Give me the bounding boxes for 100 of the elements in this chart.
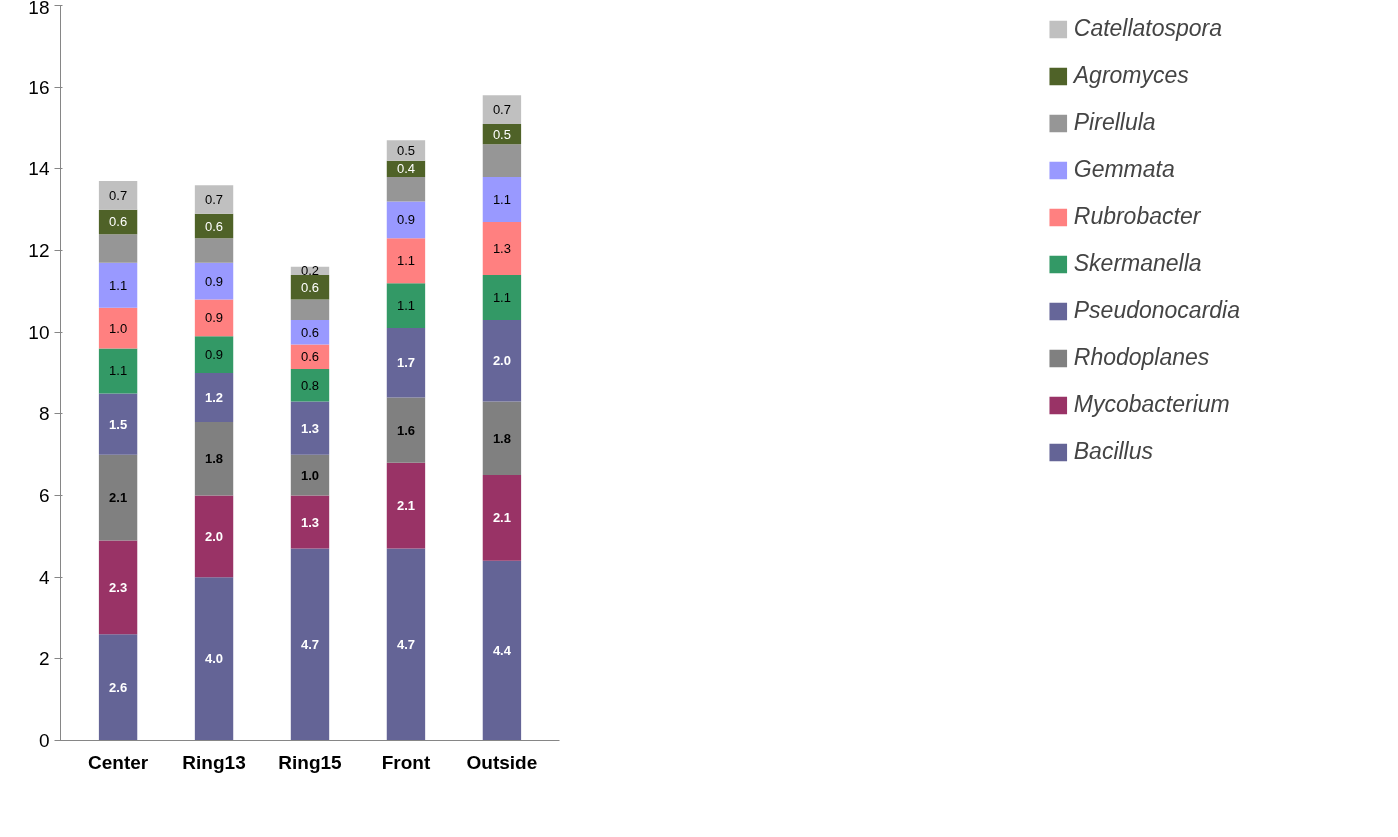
legend-label: Mycobacterium [1073, 391, 1230, 418]
data-label: 1.3 [300, 420, 320, 436]
data-label: 2.0 [205, 528, 224, 544]
data-label: 0.6 [300, 279, 320, 295]
data-label: 1.1 [492, 191, 511, 207]
x-tick-label: Outside [466, 751, 538, 773]
bar [194, 422, 234, 496]
bar [194, 336, 234, 373]
x-tick-label: Center [87, 751, 149, 773]
data-label: 1.1 [109, 277, 128, 293]
data-label: 4.0 [205, 651, 224, 667]
y-tick-label: 6 [38, 485, 50, 506]
data-label: 4.7 [300, 637, 320, 653]
bar [482, 144, 522, 177]
data-label: 2.1 [396, 498, 415, 514]
data-label: 0.9 [205, 347, 224, 363]
bar [194, 373, 234, 422]
y-tick-label: 14 [28, 158, 50, 180]
legend-label: Rhodoplanes [1073, 344, 1210, 371]
data-label: 0.9 [205, 273, 224, 289]
data-label: 2.1 [492, 510, 511, 526]
data-label: 2.0 [492, 353, 511, 369]
bar [482, 401, 522, 476]
bar [482, 221, 522, 275]
legend-label: Pseudonocardia [1073, 297, 1240, 324]
data-label: 2.3 [109, 579, 128, 595]
bar [290, 454, 330, 496]
legend-label: Skermanella [1073, 250, 1202, 277]
data-label: 1.7 [396, 355, 415, 371]
bar [482, 475, 522, 561]
data-label: 1.1 [396, 298, 415, 314]
bar [194, 238, 234, 263]
data-label: 0.5 [492, 126, 511, 142]
data-label: 1.3 [300, 514, 320, 530]
bar [98, 262, 138, 308]
data-label: 1.0 [300, 467, 320, 483]
y-tick-label: 2 [38, 648, 50, 670]
bar [386, 328, 426, 398]
data-label: 0.8 [300, 377, 320, 393]
legend-label: Catellatospora [1073, 15, 1223, 42]
bar [482, 319, 522, 402]
data-label: 0.7 [205, 191, 224, 207]
bar [98, 181, 138, 210]
y-tick-label: 8 [38, 403, 50, 425]
data-label: 1.1 [492, 289, 511, 305]
bar [386, 462, 426, 549]
data-label: 0.6 [109, 214, 128, 230]
y-tick-label: 16 [28, 76, 50, 98]
bar [98, 634, 138, 741]
bar [386, 397, 426, 463]
bar [194, 262, 234, 300]
y-tick-label: 0 [38, 730, 50, 751]
data-label: 1.5 [109, 416, 128, 432]
legend-label: Pirellula [1073, 109, 1156, 136]
data-label: 1.2 [205, 390, 224, 405]
data-label: 0.5 [396, 142, 415, 158]
bar [386, 548, 426, 741]
data-label: 0.6 [300, 324, 320, 340]
bar [98, 454, 138, 541]
y-tick-label: 18 [28, 0, 50, 18]
bar [98, 234, 138, 263]
data-label: 0.7 [109, 187, 128, 203]
data-label: 0.6 [300, 349, 320, 365]
bar [194, 185, 234, 214]
bar [290, 495, 330, 549]
bar [386, 238, 426, 284]
data-label: 0.7 [492, 102, 511, 118]
bar [290, 548, 330, 741]
bar [194, 577, 234, 741]
bar [482, 177, 522, 222]
bar [290, 344, 330, 369]
bar [98, 393, 138, 455]
y-tick-label: 12 [28, 240, 50, 261]
bar [98, 307, 138, 349]
data-label: 1.6 [396, 422, 415, 438]
y-tick-label: 4 [38, 566, 50, 588]
legend-label: Rubrobacter [1073, 203, 1201, 230]
data-label: 4.7 [396, 637, 415, 653]
legend-label: Gemmata [1073, 156, 1175, 183]
data-label: 0.4 [396, 161, 415, 177]
data-label: 0.6 [205, 218, 224, 234]
data-label: 1.8 [492, 430, 511, 446]
legend-label: Agromyces [1073, 62, 1189, 89]
bar [482, 560, 522, 741]
x-tick-label: Ring13 [182, 751, 246, 773]
legend-label: Bacillus [1073, 438, 1154, 465]
data-label: 0.9 [205, 310, 224, 326]
bar [98, 348, 138, 394]
y-tick-label: 10 [28, 321, 50, 343]
data-label: 2.6 [109, 679, 128, 695]
bar [194, 299, 234, 337]
data-label: 1.1 [396, 253, 415, 269]
bar [290, 368, 330, 402]
data-label: 0.2 [300, 263, 320, 279]
bar [386, 283, 426, 329]
data-label: 1.0 [109, 320, 128, 336]
bar [386, 140, 426, 161]
data-label: 1.8 [205, 451, 224, 467]
bar [290, 275, 330, 300]
data-label: 1.1 [109, 363, 128, 379]
